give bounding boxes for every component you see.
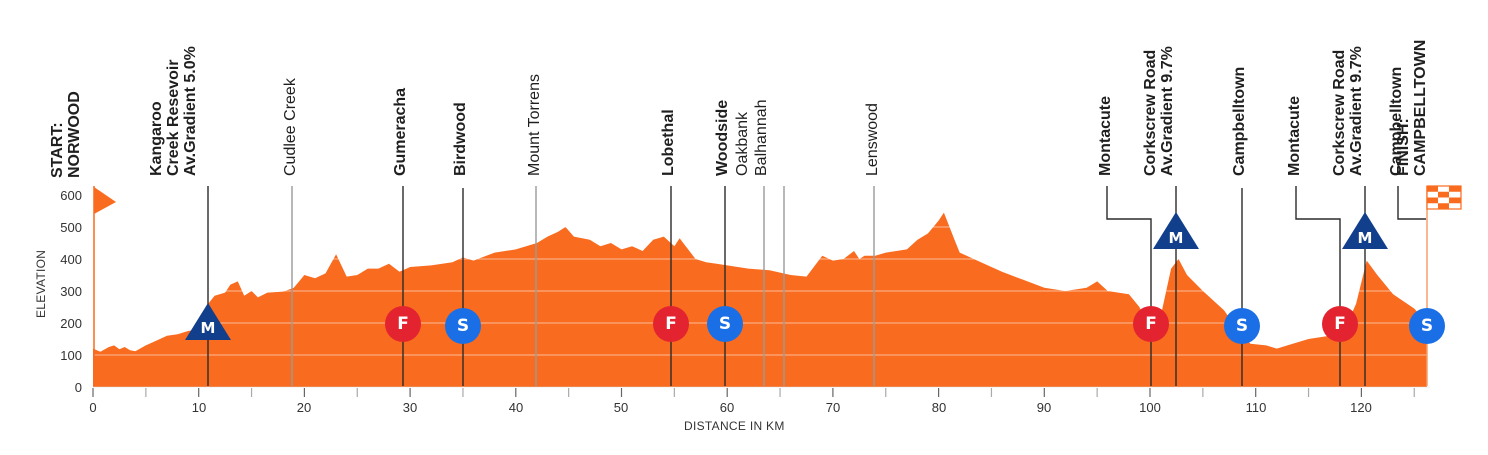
- label-birdwood: Birdwood: [452, 102, 469, 176]
- climb-icon: [1153, 212, 1199, 249]
- label-oakbank-balhannah: Oakbank Balhannah: [734, 99, 770, 176]
- climb-markers: [185, 212, 1388, 340]
- climb-icon: [185, 303, 231, 340]
- climb-label-corkscrew-1: M: [1168, 229, 1184, 247]
- x-tick-90: 90: [1036, 400, 1052, 415]
- y-tick-600: 600: [60, 188, 82, 203]
- label-montacute-2: Montacute: [1286, 96, 1303, 176]
- elevation-area: [93, 212, 1427, 387]
- sprint-icon-campbelltown-1: S: [1224, 308, 1260, 344]
- label-corkscrew-road-1: Corkscrew Road Av.Gradient 9.7%: [1142, 46, 1176, 176]
- label-kangaroo-creek: Kangaroo Creek Resevoir Av.Gradient 5.0%: [148, 46, 199, 176]
- x-tick-110: 110: [1245, 400, 1267, 415]
- climb-label-kangaroo: M: [200, 319, 216, 337]
- x-tick-40: 40: [508, 400, 524, 415]
- feed-zone-icon-montacute-2: F: [1322, 306, 1358, 342]
- label-finish-campbelltown: FINISH: CAMPBELLTOWN: [1395, 39, 1429, 176]
- feed-zone-icon-montacute-1: F: [1133, 306, 1169, 342]
- x-tick-100: 100: [1139, 400, 1161, 415]
- y-tick-500: 500: [60, 220, 82, 235]
- sprint-icon-campbelltown-2: S: [1409, 308, 1445, 344]
- label-start-norwood: START: NORWOOD: [49, 91, 83, 178]
- y-tick-300: 300: [60, 284, 82, 299]
- x-axis-title: DISTANCE IN KM: [684, 419, 785, 433]
- x-tick-120: 120: [1350, 400, 1372, 415]
- start-flag-icon: [94, 187, 116, 214]
- label-lenswood: Lenswood: [864, 103, 881, 176]
- sprint-icon-birdwood: S: [445, 308, 481, 344]
- label-corkscrew-road-2: Corkscrew Road Av.Gradient 9.7%: [1331, 46, 1365, 176]
- feed-zone-icon-lobethal: F: [653, 306, 689, 342]
- x-tick-70: 70: [825, 400, 841, 415]
- marker-lines: [207, 186, 1426, 386]
- x-tick-20: 20: [296, 400, 312, 415]
- finish-flag-icon: [1426, 185, 1462, 210]
- y-tick-100: 100: [60, 348, 82, 363]
- y-tick-0: 0: [74, 380, 82, 395]
- sprint-icon-woodside: S: [707, 306, 743, 342]
- climb-label-corkscrew-2: M: [1357, 229, 1373, 247]
- y-tick-400: 400: [60, 252, 82, 267]
- label-woodside: Woodside: [714, 99, 731, 176]
- x-axis-ticks: [92, 388, 1415, 397]
- feed-zone-icon-gumeracha: F: [385, 306, 421, 342]
- x-tick-50: 50: [613, 400, 629, 415]
- x-tick-30: 30: [402, 400, 418, 415]
- x-tick-10: 10: [191, 400, 207, 415]
- x-tick-80: 80: [931, 400, 947, 415]
- label-gumeracha: Gumeracha: [392, 87, 409, 176]
- label-montacute-1: Montacute: [1097, 96, 1114, 176]
- label-cudlee-creek: Cudlee Creek: [282, 78, 299, 176]
- x-tick-0: 0: [89, 400, 97, 415]
- label-mount-torrens: Mount Torrens: [526, 74, 543, 176]
- y-tick-200: 200: [60, 316, 82, 331]
- climb-icon: [1342, 212, 1388, 249]
- label-campbelltown-1: Campbelltown: [1231, 66, 1248, 176]
- label-lobethal: Lobethal: [660, 109, 677, 176]
- gridlines: [94, 226, 1427, 356]
- x-tick-60: 60: [719, 400, 735, 415]
